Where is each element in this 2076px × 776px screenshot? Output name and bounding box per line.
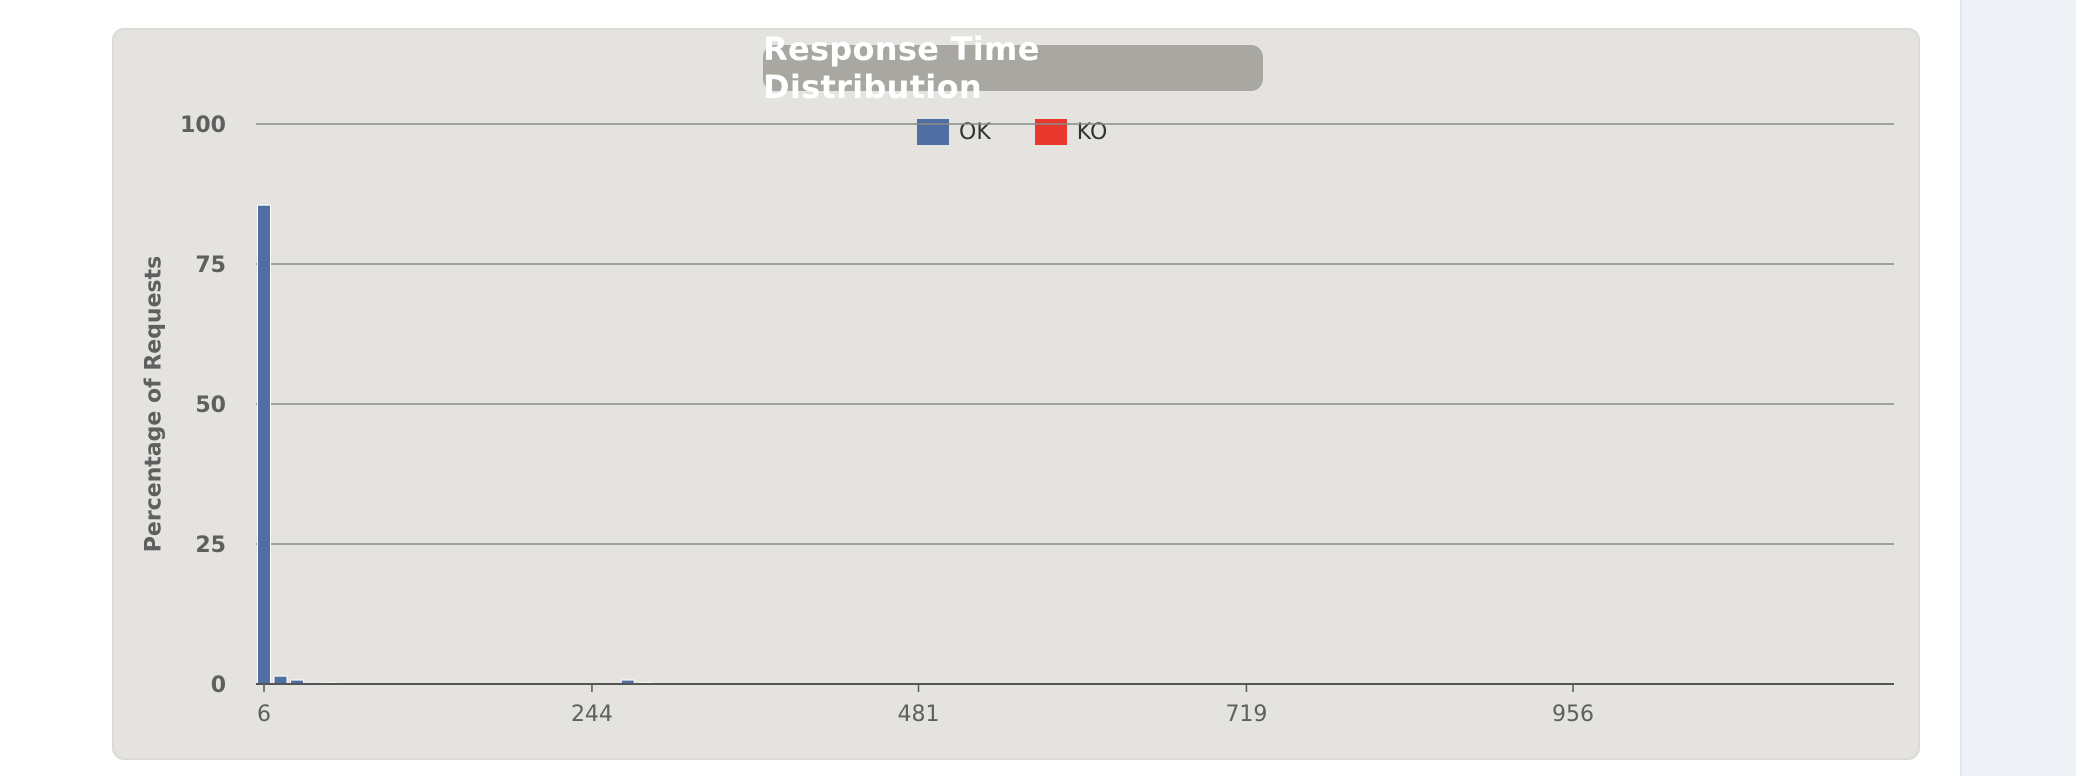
right-side-panel [1960, 0, 2076, 776]
bar-ok [257, 204, 271, 685]
bar-ok [273, 675, 288, 685]
y-tick-label: 50 [195, 393, 226, 418]
y-tick-label: 25 [195, 533, 226, 558]
y-tick-label: 100 [180, 113, 226, 138]
y-tick-label: 0 [211, 673, 226, 698]
x-tick-label: 244 [571, 702, 613, 727]
x-tick-label: 719 [1225, 702, 1267, 727]
chart-panel [112, 28, 1920, 760]
x-tick-label: 481 [898, 702, 940, 727]
x-tick-label: 956 [1552, 702, 1594, 727]
x-tick-label: 6 [257, 702, 271, 727]
y-tick-label: 75 [195, 253, 226, 278]
